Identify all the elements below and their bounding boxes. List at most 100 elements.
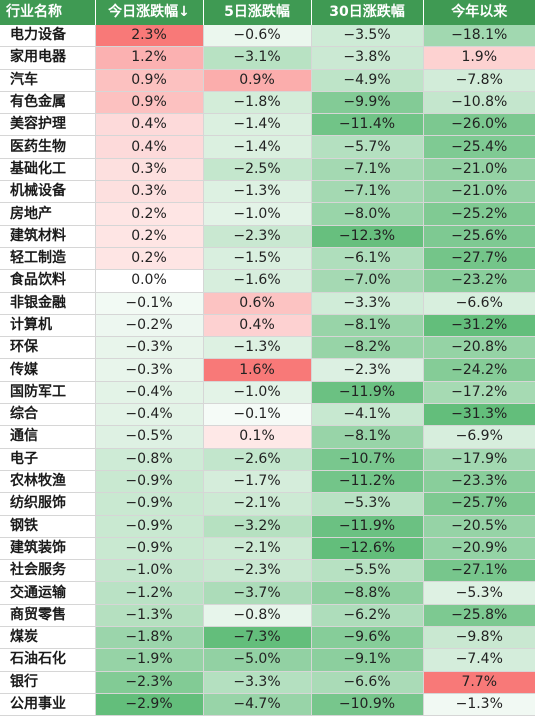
table-row: 环保 −0.3% −1.3% −8.2% −20.8% xyxy=(0,336,535,360)
table-row: 农林牧渔 −0.9% −1.7% −11.2% −23.3% xyxy=(0,470,535,494)
table-row: 石油石化 −1.9% −5.0% −9.1% −7.4% xyxy=(0,648,535,672)
table-row: 建筑装饰 −0.9% −2.1% −12.6% −20.9% xyxy=(0,537,535,561)
ytd-change-cell: −18.1% xyxy=(423,25,535,48)
table-row: 医药生物 0.4% −1.4% −5.7% −25.4% xyxy=(0,135,535,159)
today-change-cell: −1.9% xyxy=(95,648,204,672)
thirty-day-change-cell: −3.8% xyxy=(311,46,424,70)
table-body: 电力设备 2.3% −0.6% −3.5% −18.1% 家用电器 1.2% −3.1% −3.… xyxy=(0,25,535,716)
ytd-change-cell: −17.2% xyxy=(423,381,535,405)
today-change-cell: −0.1% xyxy=(95,292,204,315)
ytd-change-cell: −7.4% xyxy=(423,648,535,672)
today-change-cell: −1.0% xyxy=(95,559,204,583)
five-day-change-cell: −1.3% xyxy=(203,336,312,360)
today-change-cell: −0.3% xyxy=(95,358,204,382)
today-change-cell: 0.3% xyxy=(95,180,204,204)
thirty-day-change-cell: −5.3% xyxy=(311,492,424,516)
ytd-change-cell: −25.2% xyxy=(423,202,535,226)
thirty-day-change-cell: −9.1% xyxy=(311,648,424,672)
today-change-cell: −0.4% xyxy=(95,403,204,427)
ytd-change-cell: −25.8% xyxy=(423,604,535,628)
today-change-cell: 0.2% xyxy=(95,202,204,226)
industry-name-cell: 建筑装饰 xyxy=(0,537,96,561)
today-change-cell: −0.9% xyxy=(95,537,204,561)
today-change-cell: 1.2% xyxy=(95,46,204,70)
today-change-cell: 2.3% xyxy=(95,25,204,48)
today-change-cell: −0.5% xyxy=(95,425,204,449)
table-row: 交通运输 −1.2% −3.7% −8.8% −5.3% xyxy=(0,581,535,605)
table-row: 传媒 −0.3% 1.6% −2.3% −24.2% xyxy=(0,358,535,382)
thirty-day-change-cell: −6.2% xyxy=(311,604,424,628)
table-row: 轻工制造 0.2% −1.5% −6.1% −27.7% xyxy=(0,247,535,271)
table-row: 综合 −0.4% −0.1% −4.1% −31.3% xyxy=(0,403,535,427)
ytd-change-cell: −20.5% xyxy=(423,515,535,538)
ytd-change-cell: −7.8% xyxy=(423,69,535,92)
header-30day-change[interactable]: 30日涨跌幅 xyxy=(311,0,424,25)
industry-name-cell: 石油石化 xyxy=(0,648,96,672)
industry-name-cell: 非银金融 xyxy=(0,292,96,315)
industry-name-cell: 综合 xyxy=(0,403,96,427)
thirty-day-change-cell: −8.8% xyxy=(311,581,424,605)
header-today-change-sorted[interactable]: 今日涨跌幅↓ xyxy=(95,0,204,25)
five-day-change-cell: −2.1% xyxy=(203,492,312,516)
thirty-day-change-cell: −8.1% xyxy=(311,425,424,449)
five-day-change-cell: −2.3% xyxy=(203,225,312,248)
five-day-change-cell: −1.4% xyxy=(203,113,312,137)
today-change-cell: −0.9% xyxy=(95,515,204,538)
thirty-day-change-cell: −3.5% xyxy=(311,25,424,48)
five-day-change-cell: 0.1% xyxy=(203,425,312,449)
industry-name-cell: 传媒 xyxy=(0,358,96,382)
five-day-change-cell: −2.6% xyxy=(203,448,312,471)
table-row: 房地产 0.2% −1.0% −8.0% −25.2% xyxy=(0,202,535,226)
industry-name-cell: 计算机 xyxy=(0,314,96,338)
today-change-cell: −0.3% xyxy=(95,336,204,360)
ytd-change-cell: −31.3% xyxy=(423,403,535,427)
thirty-day-change-cell: −6.6% xyxy=(311,671,424,694)
five-day-change-cell: −3.7% xyxy=(203,581,312,605)
industry-name-cell: 房地产 xyxy=(0,202,96,226)
table-row: 基础化工 0.3% −2.5% −7.1% −21.0% xyxy=(0,158,535,182)
header-ytd-change[interactable]: 今年以来 xyxy=(423,0,535,25)
header-row: 行业名称 今日涨跌幅↓ 5日涨跌幅 30日涨跌幅 今年以来 xyxy=(0,0,535,25)
table-row: 计算机 −0.2% 0.4% −8.1% −31.2% xyxy=(0,314,535,338)
today-change-cell: −0.2% xyxy=(95,314,204,338)
thirty-day-change-cell: −5.5% xyxy=(311,559,424,583)
thirty-day-change-cell: −11.9% xyxy=(311,381,424,405)
table-row: 社会服务 −1.0% −2.3% −5.5% −27.1% xyxy=(0,559,535,583)
table-row: 国防军工 −0.4% −1.0% −11.9% −17.2% xyxy=(0,381,535,405)
five-day-change-cell: −3.1% xyxy=(203,46,312,70)
thirty-day-change-cell: −9.9% xyxy=(311,91,424,115)
today-change-cell: 0.4% xyxy=(95,135,204,159)
table-row: 建筑材料 0.2% −2.3% −12.3% −25.6% xyxy=(0,225,535,248)
ytd-change-cell: −20.9% xyxy=(423,537,535,561)
thirty-day-change-cell: −10.7% xyxy=(311,448,424,471)
industry-name-cell: 基础化工 xyxy=(0,158,96,182)
thirty-day-change-cell: −12.6% xyxy=(311,537,424,561)
table-row: 机械设备 0.3% −1.3% −7.1% −21.0% xyxy=(0,180,535,204)
ytd-change-cell: 1.9% xyxy=(423,46,535,70)
table-row: 家用电器 1.2% −3.1% −3.8% 1.9% xyxy=(0,46,535,70)
today-change-cell: 0.9% xyxy=(95,91,204,115)
thirty-day-change-cell: −5.7% xyxy=(311,135,424,159)
ytd-change-cell: −26.0% xyxy=(423,113,535,137)
header-industry-name[interactable]: 行业名称 xyxy=(0,0,96,25)
thirty-day-change-cell: −8.0% xyxy=(311,202,424,226)
today-change-cell: −0.8% xyxy=(95,448,204,471)
five-day-change-cell: −0.1% xyxy=(203,403,312,427)
five-day-change-cell: −2.1% xyxy=(203,537,312,561)
thirty-day-change-cell: −12.3% xyxy=(311,225,424,248)
five-day-change-cell: −1.5% xyxy=(203,247,312,271)
thirty-day-change-cell: −3.3% xyxy=(311,292,424,315)
industry-name-cell: 有色金属 xyxy=(0,91,96,115)
industry-name-cell: 交通运输 xyxy=(0,581,96,605)
ytd-change-cell: −9.8% xyxy=(423,626,535,650)
five-day-change-cell: −1.0% xyxy=(203,202,312,226)
thirty-day-change-cell: −6.1% xyxy=(311,247,424,271)
header-5day-change[interactable]: 5日涨跌幅 xyxy=(203,0,312,25)
today-change-cell: −0.4% xyxy=(95,381,204,405)
today-change-cell: −0.9% xyxy=(95,492,204,516)
industry-name-cell: 商贸零售 xyxy=(0,604,96,628)
five-day-change-cell: −0.6% xyxy=(203,25,312,48)
ytd-change-cell: −20.8% xyxy=(423,336,535,360)
ytd-change-cell: −21.0% xyxy=(423,158,535,182)
ytd-change-cell: −23.2% xyxy=(423,269,535,293)
